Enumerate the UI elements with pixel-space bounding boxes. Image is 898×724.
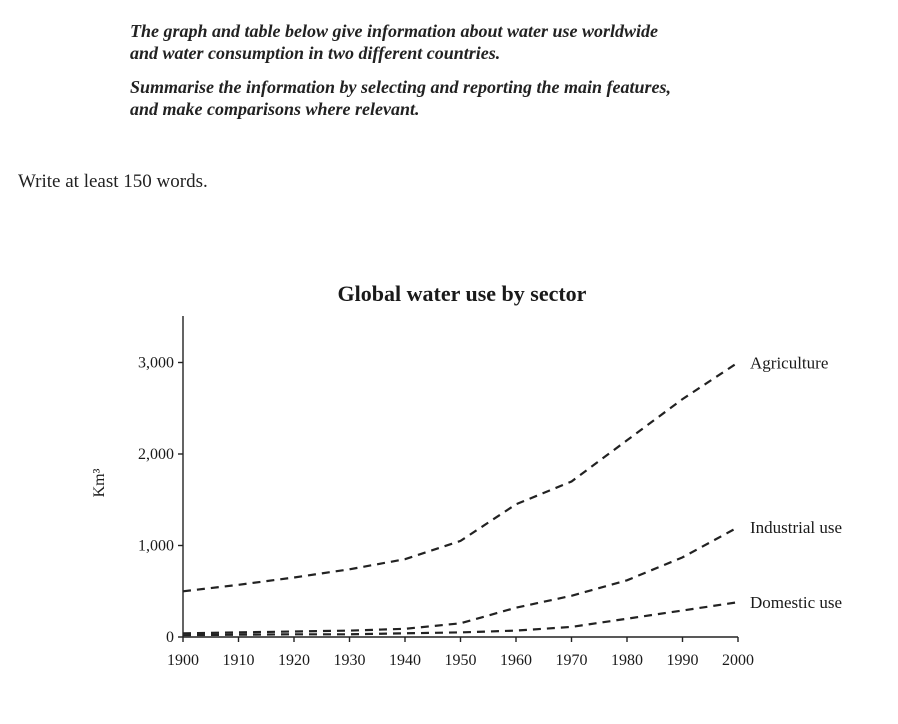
prompt-paragraph-2: Summarise the information by selecting a… xyxy=(130,76,830,120)
x-tick-label: 1930 xyxy=(334,652,366,669)
prompt-line: and water consumption in two different c… xyxy=(130,43,501,63)
prompt-line: Summarise the information by selecting a… xyxy=(130,77,672,97)
x-tick-label: 2000 xyxy=(722,652,754,669)
y-ticks: 0 1,000 2,000 3,000 xyxy=(138,355,183,646)
x-tick-label: 1990 xyxy=(667,652,699,669)
y-tick-label: 2,000 xyxy=(138,446,174,463)
x-tick-label: 1970 xyxy=(556,652,588,669)
series-line-agriculture xyxy=(182,361,739,593)
series-line-industrial-use xyxy=(182,526,739,635)
series-line-domestic-use xyxy=(182,601,739,637)
x-tick-label: 1940 xyxy=(389,652,421,669)
word-count-instruction: Write at least 150 words. xyxy=(18,171,208,192)
x-tick-label: 1950 xyxy=(445,652,477,669)
y-tick-label: 3,000 xyxy=(138,355,174,372)
y-tick-label: 1,000 xyxy=(138,538,174,555)
x-tick-label: 1960 xyxy=(500,652,532,669)
prompt-paragraph-1: The graph and table below give informati… xyxy=(130,20,830,64)
series-lines xyxy=(182,361,739,637)
x-tick-label: 1980 xyxy=(611,652,643,669)
y-axis-label: Km³ xyxy=(91,468,108,497)
prompt-line: The graph and table below give informati… xyxy=(130,21,659,41)
x-ticks: 1900 1910 1920 1930 1940 1950 1960 1970 1980 1990… xyxy=(167,637,754,669)
task-prompt: The graph and table below give informati… xyxy=(130,20,830,132)
series-label-domestic-use: Domestic use xyxy=(750,593,842,612)
series-label-agriculture: Agriculture xyxy=(750,354,828,373)
x-tick-label: 1910 xyxy=(223,652,255,669)
series-labels: Agriculture Industrial use Domestic use xyxy=(750,354,842,613)
chart-title: Global water use by sector xyxy=(338,281,587,306)
y-tick-label: 0 xyxy=(166,629,174,646)
prompt-line: and make comparisons where relevant. xyxy=(130,99,420,119)
x-tick-label: 1920 xyxy=(278,652,310,669)
x-tick-label: 1900 xyxy=(167,652,199,669)
series-label-industrial-use: Industrial use xyxy=(750,518,842,537)
